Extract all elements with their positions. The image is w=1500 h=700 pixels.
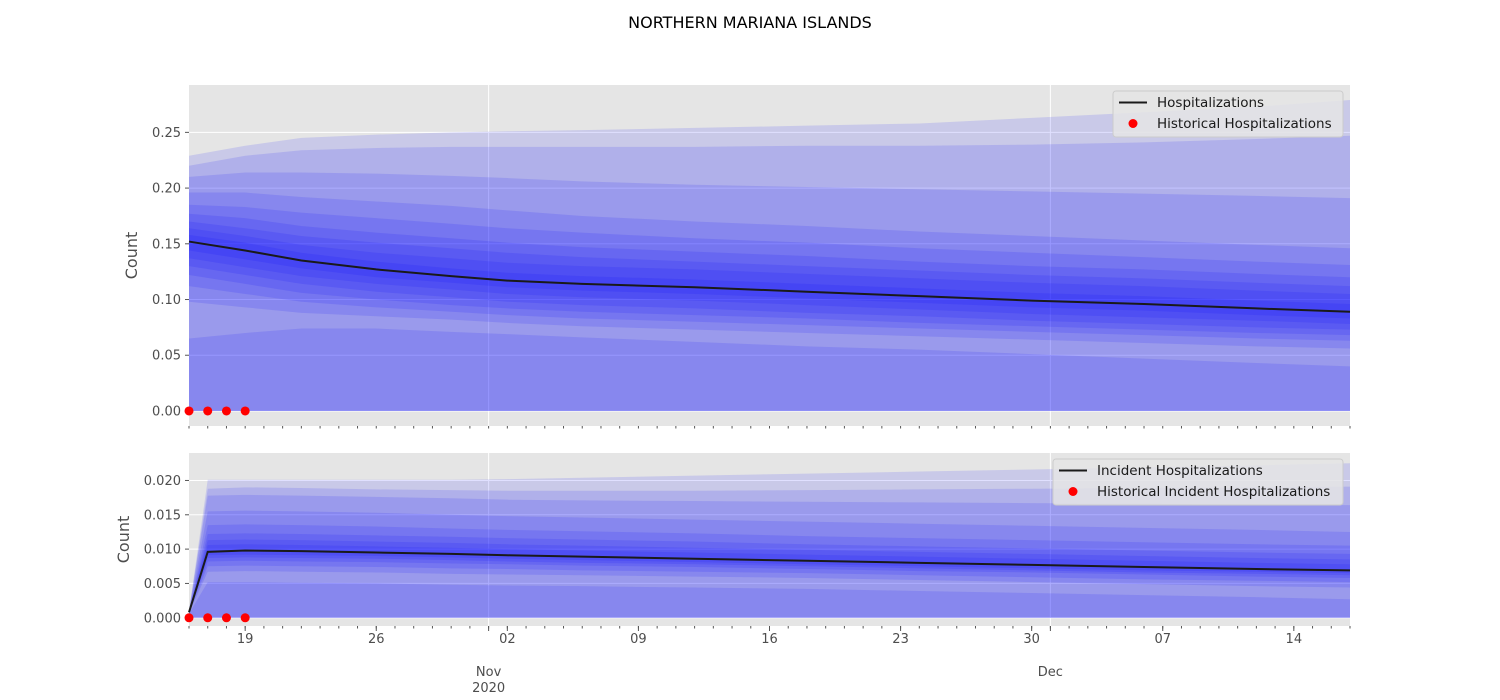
legend-label: Incident Hospitalizations [1097,463,1263,479]
uncertainty-band [189,172,1350,411]
uncertainty-band [189,100,1350,411]
y-axis-title: Count [122,232,141,280]
x-tick-label: 30 [1023,632,1040,647]
y-tick-label: 0.010 [144,543,181,558]
y-tick-label: 0.25 [152,126,181,141]
y-tick-label: 0.05 [152,349,181,364]
uncertainty-band [189,328,1350,411]
legend-point-swatch [1128,119,1138,128]
historical-point [221,613,231,623]
uncertainty-band [189,213,1350,336]
x-tick-label: 19 [237,632,254,647]
uncertainty-band [189,192,1350,349]
legend-box [1112,90,1344,138]
legend-label: Historical Hospitalizations [1157,116,1332,132]
x-tick-label: 07 [1154,632,1171,647]
legend-label: Historical Incident Hospitalizations [1097,484,1330,500]
x-tick-label: 23 [892,632,909,647]
uncertainty-band [189,510,1350,613]
x-month-label: Dec [1038,665,1063,680]
y-tick-label: 0.15 [152,237,181,252]
historical-point [203,613,213,623]
plot-background [189,85,1350,426]
uncertainty-band [189,486,1350,618]
uncertainty-band [189,221,1350,330]
legend-box [1052,458,1344,506]
uncertainty-band [189,204,1350,341]
historical-point [184,406,194,416]
uncertainty-band [189,228,1350,325]
y-tick-label: 0.10 [152,293,181,308]
historical-point [203,406,213,416]
y-tick-label: 0.020 [144,474,181,489]
shared-x-axis: 19 26 02 09 16 23 30 07 14 Nov 2020 Dec [237,626,1302,696]
y-axis-title: Count [114,516,133,564]
x-tick-label: 02 [499,632,516,647]
uncertainty-band [189,234,1350,319]
y-tick-label: 0.015 [144,508,181,523]
uncertainty-band [189,539,1350,613]
historical-point [221,406,231,416]
x-tick-label: 16 [761,632,778,647]
panel-hospitalizations: 0.00 0.05 0.10 0.15 0.20 0.25 Count Hospitaliza… [122,85,1351,429]
y-tick-label: 0.20 [152,182,181,197]
panel-incident-hospitalizations: 0.000 0.005 0.010 0.015 0.020 Count Incident H… [114,453,1351,629]
historical-point [240,406,250,416]
historical-point [184,613,194,623]
y-tick-label: 0.00 [152,404,181,419]
x-tick-label: 09 [630,632,647,647]
x-month-label: Nov 2020 [472,665,505,696]
uncertainty-band [189,135,1350,411]
x-tick-label: 14 [1286,632,1303,647]
median-line [188,549,1351,613]
uncertainty-band [189,544,1350,613]
median-line [188,240,1351,313]
uncertainty-band [189,533,1350,613]
y-tick-label: 0.005 [144,577,181,592]
uncertainty-band [189,524,1350,613]
figure-title: NORTHERN MARIANA ISLANDS [628,13,872,32]
uncertainty-band [189,494,1350,618]
y-tick-label: 0.000 [144,611,181,626]
historical-point [240,613,250,623]
legend-label: Hospitalizations [1157,95,1264,111]
legend-point-swatch [1068,487,1078,496]
x-tick-label: 26 [368,632,385,647]
uncertainty-band [189,582,1350,618]
